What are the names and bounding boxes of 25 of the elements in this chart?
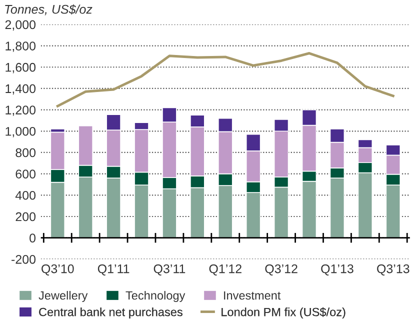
y-tick-label: 1,400 — [6, 84, 36, 95]
x-tick-label: Q3’10 — [42, 264, 74, 276]
y-tick-label: 1,600 — [6, 62, 36, 74]
y-tick-label: 800 — [16, 148, 36, 158]
legend-label: Central bank net purchases — [39, 308, 182, 319]
x-tick-label: Q1’13 — [321, 264, 354, 276]
legend-label: London PM fix (US$/oz) — [222, 307, 346, 319]
y-tick-label: 2,000 — [5, 20, 36, 31]
x-tick-label: Q3’11 — [154, 264, 186, 276]
legend-label: Jewellery — [38, 290, 88, 302]
x-tick-label: Q1’12 — [209, 264, 242, 276]
x-tick-label: Q3’13 — [377, 264, 410, 276]
y-tick-label: 1,800 — [6, 42, 36, 52]
y-axis-title: Tonnes, US$/oz — [5, 4, 92, 16]
y-tick-label: 1,000 — [6, 126, 36, 138]
y-tick-label: 0 — [30, 234, 36, 242]
x-tick-label: Q3’12 — [265, 264, 298, 276]
y-tick-label: 600 — [16, 170, 36, 178]
y-tick-label: 1,200 — [6, 106, 36, 116]
legend-label: Technology — [126, 290, 186, 302]
y-tick-label: 400 — [15, 190, 36, 200]
legend-label: Investment — [224, 291, 281, 300]
y-tick-label: 200 — [16, 212, 36, 222]
y-tick-label: -200 — [12, 254, 36, 264]
x-tick-label: Q1’11 — [98, 264, 130, 276]
